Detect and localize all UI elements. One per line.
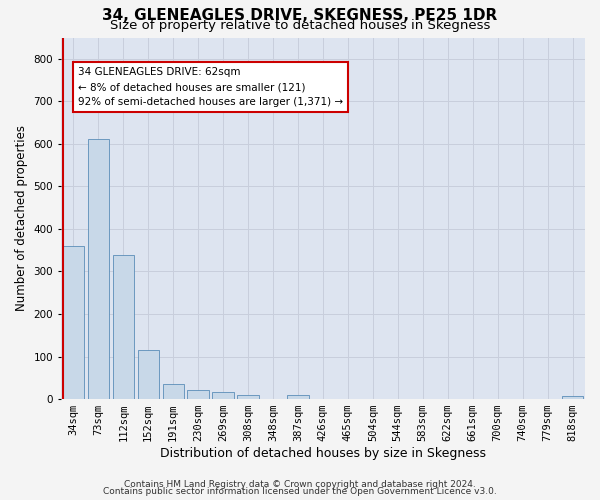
Bar — [163, 384, 184, 399]
Text: Contains public sector information licensed under the Open Government Licence v3: Contains public sector information licen… — [103, 487, 497, 496]
X-axis label: Distribution of detached houses by size in Skegness: Distribution of detached houses by size … — [160, 447, 486, 460]
Bar — [137, 350, 159, 399]
Text: 34, GLENEAGLES DRIVE, SKEGNESS, PE25 1DR: 34, GLENEAGLES DRIVE, SKEGNESS, PE25 1DR — [103, 8, 497, 22]
Bar — [62, 246, 84, 399]
Bar — [88, 139, 109, 399]
Bar — [238, 395, 259, 399]
Y-axis label: Number of detached properties: Number of detached properties — [15, 126, 28, 312]
Bar — [562, 396, 583, 399]
Bar — [212, 392, 233, 399]
Text: Contains HM Land Registry data © Crown copyright and database right 2024.: Contains HM Land Registry data © Crown c… — [124, 480, 476, 489]
Bar — [187, 390, 209, 399]
Bar — [113, 256, 134, 399]
Text: 34 GLENEAGLES DRIVE: 62sqm
← 8% of detached houses are smaller (121)
92% of semi: 34 GLENEAGLES DRIVE: 62sqm ← 8% of detac… — [78, 68, 343, 107]
Text: Size of property relative to detached houses in Skegness: Size of property relative to detached ho… — [110, 19, 490, 32]
Bar — [287, 395, 308, 399]
